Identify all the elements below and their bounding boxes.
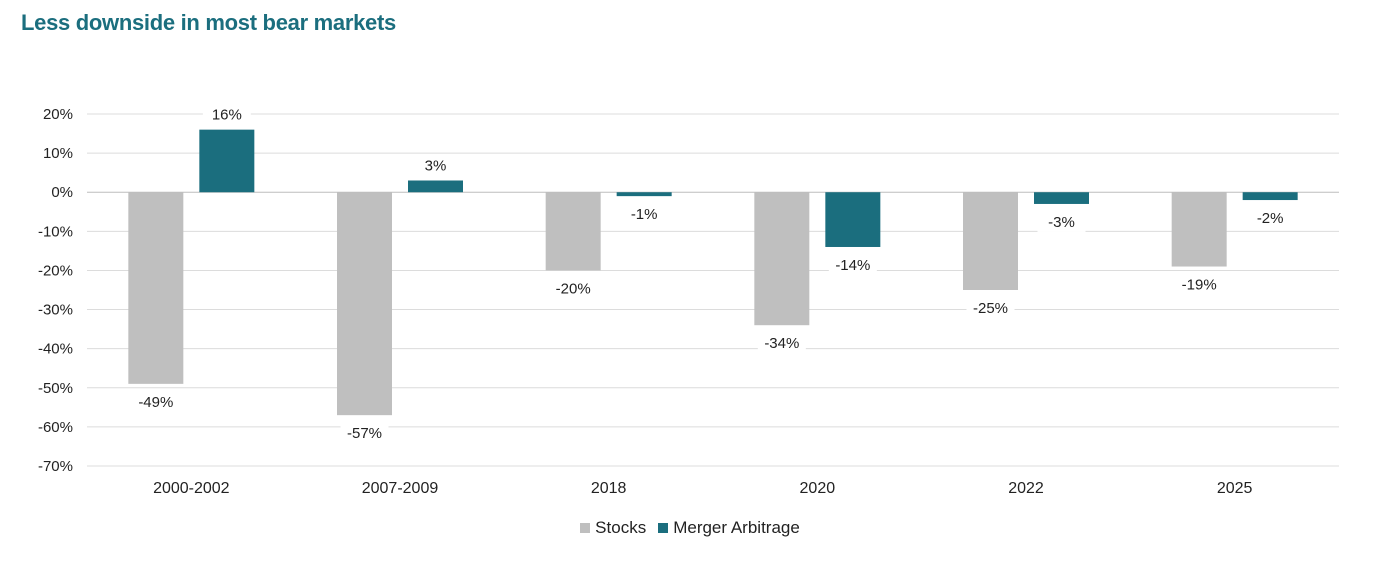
bar-stocks (963, 192, 1018, 290)
data-label: -25% (973, 300, 1008, 317)
y-tick-label: -50% (38, 380, 73, 397)
legend-item-stocks: Stocks (580, 518, 646, 538)
data-label: -20% (556, 280, 591, 297)
y-tick-label: -30% (38, 302, 73, 319)
data-label-background (1246, 208, 1295, 229)
bar-merger-arbitrage (616, 192, 672, 197)
legend-label-stocks: Stocks (595, 518, 647, 537)
y-tick-label: -60% (38, 419, 73, 436)
data-label-background (549, 278, 598, 299)
data-label: 3% (425, 157, 447, 174)
data-label-background (828, 254, 877, 275)
data-label-background (411, 155, 460, 176)
data-label: -14% (835, 257, 870, 274)
legend-swatch-stocks (580, 523, 591, 533)
data-label-background (620, 204, 669, 225)
data-label: -2% (1257, 210, 1284, 227)
legend-label-merger-arbitrage: Merger Arbitrage (673, 518, 800, 537)
y-tick-label: -10% (38, 223, 73, 240)
legend-swatch-merger-arbitrage (658, 523, 669, 533)
data-label: -1% (631, 206, 658, 223)
y-tick-label: 10% (43, 145, 73, 162)
data-label-background (1175, 274, 1224, 295)
data-label-background (1037, 211, 1086, 232)
chart-title: Less downside in most bear markets (21, 10, 396, 35)
data-label: -19% (1182, 277, 1217, 294)
data-label: -34% (764, 335, 799, 352)
x-category-label: 2022 (1008, 480, 1044, 497)
bar-merger-arbitrage (199, 129, 255, 193)
data-label: 16% (212, 107, 242, 124)
bar-merger-arbitrage (408, 180, 463, 193)
x-category-label: 2000-2002 (153, 480, 230, 497)
y-tick-label: -70% (38, 458, 73, 475)
bar-stocks (128, 192, 184, 384)
y-tick-label: -40% (38, 341, 73, 358)
data-label: -49% (138, 394, 173, 411)
bar-merger-arbitrage (1242, 192, 1298, 201)
bar-stocks (545, 192, 601, 271)
x-category-label: 2018 (591, 480, 627, 497)
data-label: -57% (347, 425, 382, 442)
bar-stocks (754, 192, 810, 326)
data-label-background (966, 298, 1015, 318)
y-tick-label: 20% (43, 106, 73, 123)
data-label-background (757, 333, 806, 354)
bar-stocks (1171, 192, 1227, 267)
x-category-label: 2020 (800, 480, 836, 497)
bar-merger-arbitrage (825, 192, 881, 247)
bar-stocks (337, 192, 392, 416)
legend: Stocks Merger Arbitrage (0, 518, 1380, 538)
data-label: -3% (1048, 214, 1075, 231)
bar-merger-arbitrage (1034, 192, 1089, 204)
legend-item-merger-arbitrage: Merger Arbitrage (658, 518, 800, 538)
data-label-background (202, 104, 251, 125)
x-category-label: 2025 (1217, 480, 1253, 497)
x-category-label: 2007-2009 (362, 480, 439, 497)
y-tick-label: 0% (51, 184, 73, 201)
data-label-background (131, 391, 180, 412)
data-label-background (340, 423, 389, 444)
y-tick-label: -20% (38, 262, 73, 279)
